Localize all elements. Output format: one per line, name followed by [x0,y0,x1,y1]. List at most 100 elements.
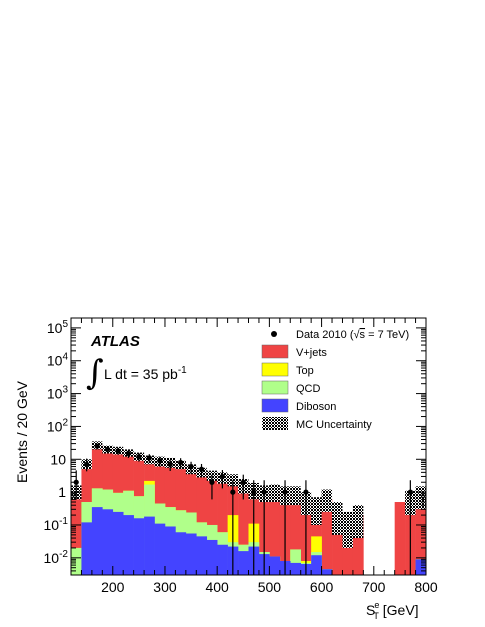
legend-label: MC Uncertainty [296,419,372,431]
mc-uncertainty-band [342,511,353,548]
data-point [157,458,163,464]
diboson-bar [123,515,134,575]
legend-data-marker [271,331,277,337]
x-tick-label: 800 [414,579,438,595]
vjets-bar [217,477,228,575]
diboson-bar [185,533,197,575]
diboson-bar [102,509,114,575]
data-point [407,489,413,495]
integral-sign-icon: ∫ [86,353,104,393]
y-tick-label: 102 [47,417,69,434]
vjets-bar [238,485,249,575]
data-point [261,489,267,495]
diboson-bar [112,511,124,575]
data-point [167,461,173,467]
x-tick-label: 600 [310,579,334,595]
data-point [94,443,100,449]
diboson-bar [164,526,176,575]
vjets-bar [321,499,333,575]
legend-swatch [262,417,288,430]
y-tick-label: 10-1 [44,516,69,533]
legend: Data 2010 (√s = 7 TeV) V+jets Top QCD Dibos… [261,329,409,431]
mc-uncertainty-band [332,502,343,535]
vjets-bar [332,515,343,575]
y-tick-label: 10-2 [44,549,69,566]
diboson-bar [415,559,426,575]
data-point [198,466,205,472]
plot-area [71,441,426,575]
legend-swatch [261,344,289,359]
legend-label: QCD [296,383,321,395]
diboson-bar [206,539,218,575]
mc-uncertainty-band [311,497,322,525]
vjets-bar [71,492,82,575]
legend-entry-qcd: QCD [261,380,321,395]
data-points-layer [73,443,413,575]
data-point [188,463,194,470]
y-tick-label: 103 [47,385,69,402]
mc-uncertainty-band [352,505,364,539]
x-tick-label: 700 [362,579,386,595]
x-tick-label: 200 [101,579,125,595]
data-point [219,473,225,480]
y-axis-title: Events / 20 GeV [14,380,30,483]
diboson-bar [269,556,281,575]
data-point [115,448,121,454]
vjets-bar [342,524,354,575]
qcd-bar [71,547,82,575]
legend-data-label: Data 2010 (√s = 7 TeV) [296,329,409,341]
legend-swatch [261,380,289,395]
data-point [136,454,142,460]
data-point [104,446,111,452]
diboson-bar [311,555,322,575]
axis-ticks: 200 300 400 500 600 700 800 10-2 10-1 1 10 102 103 10… [44,317,438,595]
legend-entry-mc-uncertainty: MC Uncertainty [262,417,372,431]
x-axis-title: Se T [GeV] [366,600,419,621]
mc-uncertainty-band [321,489,333,512]
diboson-bar [196,536,208,575]
mc-uncertainty-band [290,486,301,506]
diboson-bar [290,562,302,575]
diboson-bar [238,551,249,575]
legend-label: V+jets [296,347,327,359]
data-point [73,479,79,485]
legend-entry-data: Data 2010 (√s = 7 TeV) [271,329,409,341]
qcd-bar [290,549,302,575]
legend-entry-diboson: Diboson [261,398,336,413]
mc-uncertainty-band [415,486,426,510]
legend-swatch [261,362,289,377]
atlas-label: ATLAS [90,333,140,350]
data-point [230,489,236,495]
y-tick-label: 104 [47,352,69,369]
diboson-bar [321,569,333,575]
data-point [84,461,90,467]
diboson-bar [91,507,103,575]
legend-entry-v-jets: V+jets [261,344,327,359]
data-point [209,479,215,485]
vjets-bar [290,495,302,575]
y-tick-label: 105 [47,319,69,336]
diboson-bar [144,516,155,575]
data-point [282,489,288,495]
x-tick-label: 300 [153,579,177,595]
vjets-bar [415,497,426,575]
legend-entry-top: Top [261,362,314,377]
mc-uncertainty-band [269,484,280,503]
diboson-bar [154,523,166,575]
x-tick-label: 400 [205,579,229,595]
data-point [251,489,257,495]
vjets-bar [269,492,281,575]
data-point [125,450,132,457]
legend-label: Diboson [296,401,336,413]
diboson-bar [81,522,93,575]
diboson-bar [175,532,187,575]
x-tick-label: 500 [258,579,282,595]
data-point [178,459,184,466]
luminosity-label: L dt = 35 pb-1 [104,365,187,382]
vjets-bar [394,502,406,575]
data-point [240,479,246,485]
y-tick-label: 1 [58,484,66,500]
vjets-bar [352,515,364,575]
data-point [303,489,309,495]
